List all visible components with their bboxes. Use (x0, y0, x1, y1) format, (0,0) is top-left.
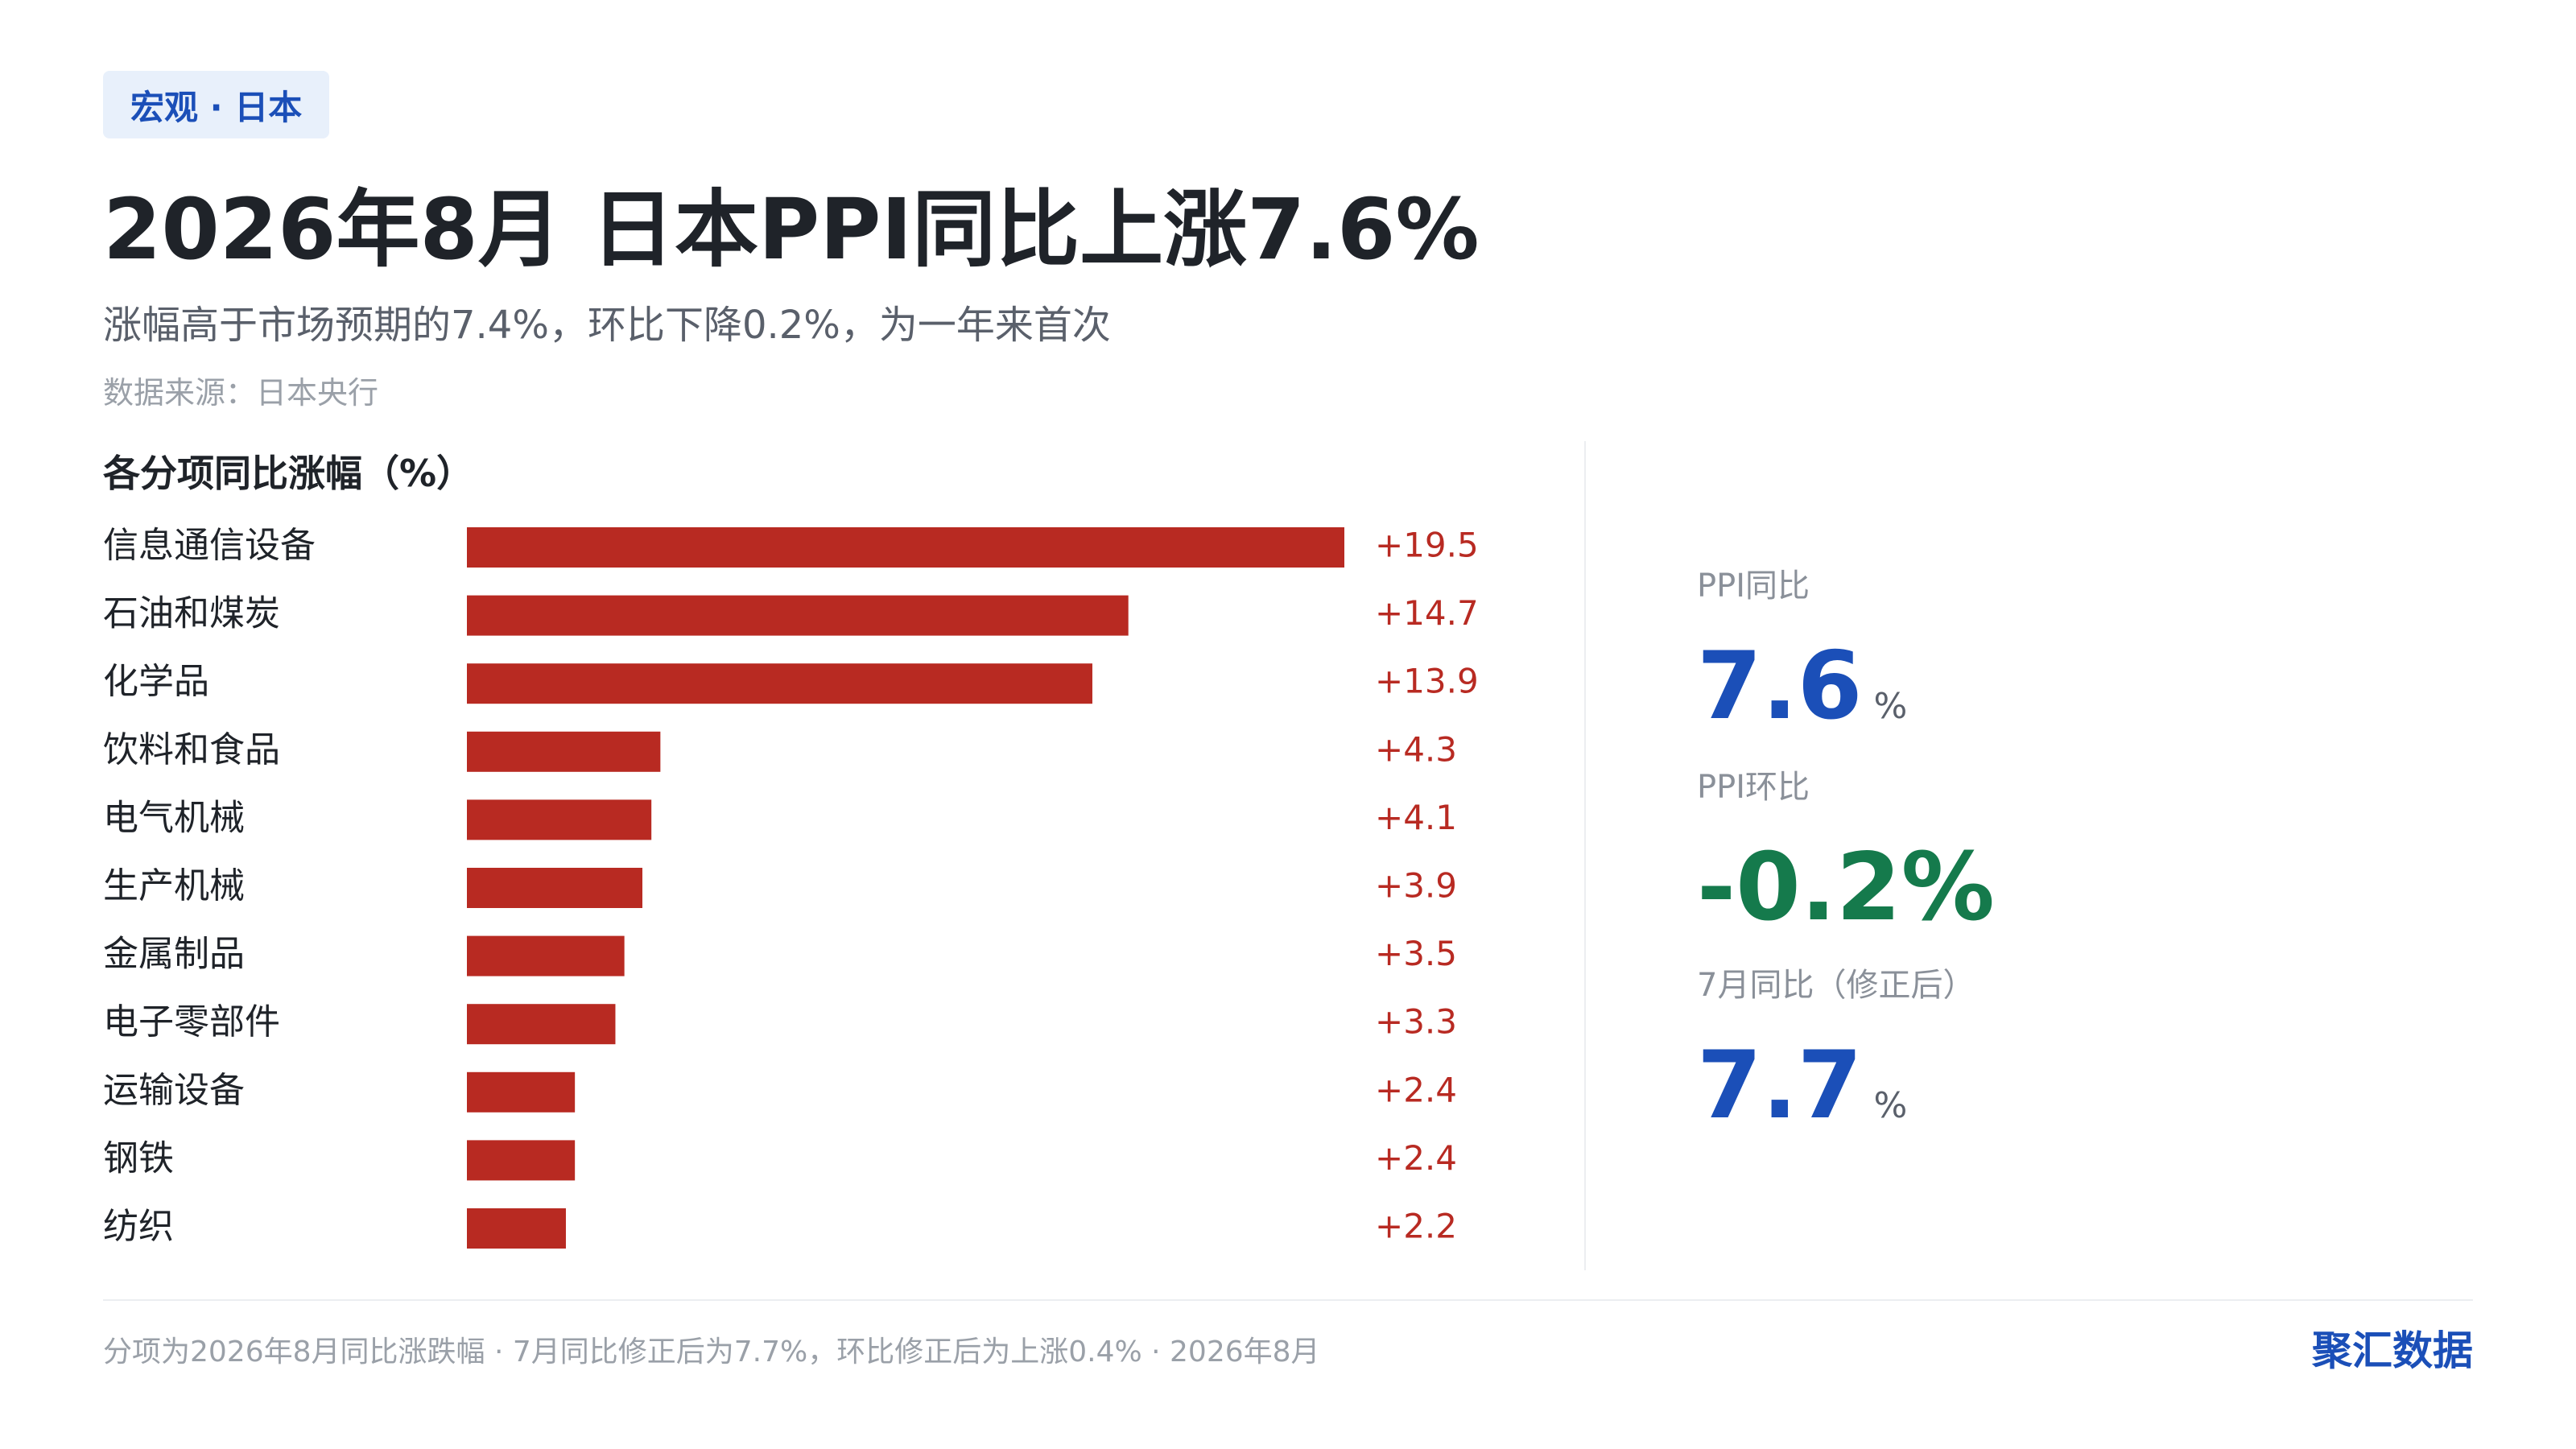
ppi-mom-value: -0.2% (1697, 833, 1995, 942)
bar (467, 527, 1344, 568)
ppi-mom-label: PPI环比 (1697, 769, 1810, 806)
bar-value-label: +2.4 (1375, 1070, 1457, 1109)
bar (467, 799, 652, 840)
bar-value-label: +4.1 (1375, 798, 1457, 837)
bar-value-label: +3.9 (1375, 866, 1457, 906)
bar-value-label: +4.3 (1375, 729, 1457, 769)
bar-chart: 信息通信设备 +19.5 石油和煤炭 +14.7 化学品 +13.9 饮料和食品 +4.3 电气… (103, 525, 1479, 1249)
category-label: 生产机械 (103, 865, 245, 906)
category-label: 信息通信设备 (103, 525, 316, 566)
footnote: 分项为2026年8月同比涨跌幅 · 7月同比修正后为7.7%，环比修正后为上涨0… (103, 1335, 1320, 1368)
category-label: 纺织 (103, 1206, 174, 1247)
bar (467, 868, 642, 908)
chart-title: 各分项同比涨幅（%） (103, 452, 474, 495)
category-label: 运输设备 (103, 1070, 245, 1111)
page-subtitle: 涨幅高于市场预期的7.4%，环比下降0.2%，为一年来首次 (103, 303, 1111, 348)
category-label: 饮料和食品 (103, 729, 280, 770)
july-yoy-value: 7.7% (1697, 1034, 1907, 1158)
bar-value-label: +13.9 (1375, 662, 1479, 701)
bar (467, 1071, 576, 1113)
ppi-yoy-label: PPI同比 (1697, 568, 1810, 605)
july-yoy-unit: % (1873, 1085, 1908, 1126)
footer-divider (103, 1299, 2473, 1301)
bar (467, 1140, 576, 1181)
bar (467, 1208, 566, 1249)
category-label: 石油和煤炭 (103, 593, 280, 634)
bar (467, 935, 625, 976)
bar-value-label: +2.4 (1375, 1138, 1457, 1178)
july-yoy-label: 7月同比（修正后） (1697, 967, 1975, 1004)
ppi-yoy-number: 7.6 (1697, 632, 1863, 741)
data-source: 数据来源：日本央行 (103, 375, 379, 411)
bar (467, 731, 661, 772)
bar-value-label: +3.5 (1375, 934, 1457, 973)
ppi-yoy-unit: % (1873, 686, 1908, 727)
bar-value-label: +3.3 (1375, 1002, 1457, 1042)
vertical-divider (1584, 441, 1586, 1270)
page-title: 2026年8月 日本PPI同比上涨7.6% (103, 180, 1480, 279)
bar (467, 663, 1092, 704)
bar-value-label: +19.5 (1375, 526, 1479, 565)
category-label: 钢铁 (103, 1137, 174, 1179)
bar (467, 595, 1129, 636)
category-tag: 宏观 · 日本 (103, 71, 330, 138)
bar-value-label: +2.2 (1375, 1207, 1457, 1246)
ppi-yoy-value: 7.6% (1697, 634, 1907, 759)
category-label: 电气机械 (103, 797, 245, 838)
bar (467, 1004, 616, 1045)
category-label: 金属制品 (103, 934, 245, 975)
category-label: 电子零部件 (103, 1001, 280, 1042)
bar-value-label: +14.7 (1375, 593, 1479, 633)
category-label: 化学品 (103, 661, 209, 702)
brand-logo-text: 聚汇数据 (2312, 1327, 2473, 1374)
july-yoy-number: 7.7 (1697, 1031, 1863, 1140)
